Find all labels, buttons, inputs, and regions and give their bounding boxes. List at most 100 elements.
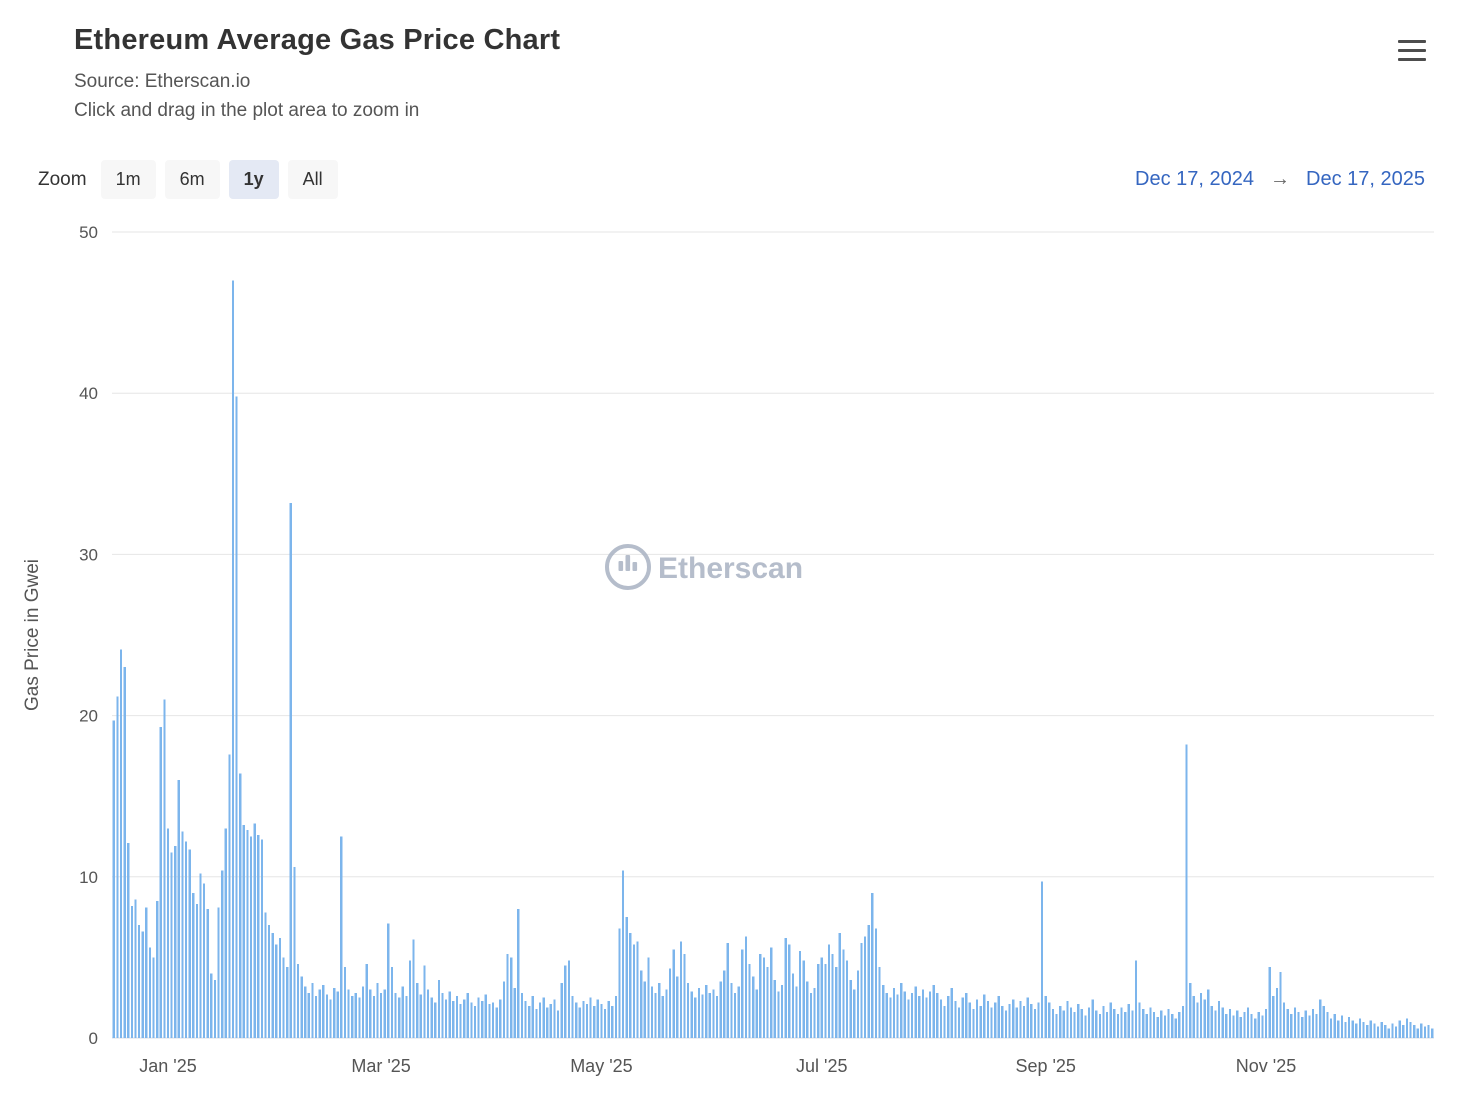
gas-price-bar[interactable] bbox=[166, 828, 170, 1038]
gas-price-bar[interactable] bbox=[524, 1000, 527, 1038]
gas-price-bar[interactable] bbox=[275, 944, 278, 1039]
gas-price-bar[interactable] bbox=[130, 905, 133, 1038]
gas-price-bar[interactable] bbox=[1181, 1005, 1185, 1038]
gas-price-bar[interactable] bbox=[473, 1005, 477, 1038]
gas-price-bar[interactable] bbox=[611, 1005, 614, 1038]
gas-price-bar[interactable] bbox=[986, 1000, 990, 1038]
gas-price-bar[interactable] bbox=[217, 907, 220, 1038]
gas-price-bar[interactable] bbox=[296, 963, 300, 1038]
gas-price-bar[interactable] bbox=[119, 649, 123, 1038]
gas-price-bar[interactable] bbox=[520, 992, 524, 1038]
gas-price-bar[interactable] bbox=[979, 1005, 982, 1038]
gas-price-bar[interactable] bbox=[383, 989, 386, 1038]
gas-price-bar[interactable] bbox=[697, 988, 701, 1038]
gas-price-bar[interactable] bbox=[231, 280, 235, 1038]
gas-price-bar[interactable] bbox=[748, 963, 751, 1038]
gas-price-bar[interactable] bbox=[1391, 1023, 1394, 1038]
gas-price-bar[interactable] bbox=[914, 986, 917, 1038]
gas-price-bar[interactable] bbox=[705, 984, 708, 1038]
zoom-button-1m[interactable]: 1m bbox=[100, 160, 156, 199]
gas-price-bar[interactable] bbox=[845, 960, 849, 1038]
gas-price-bar[interactable] bbox=[556, 1010, 560, 1038]
gas-price-bar[interactable] bbox=[625, 917, 628, 1038]
gas-price-bar[interactable] bbox=[318, 989, 321, 1038]
gas-price-bar[interactable] bbox=[856, 970, 859, 1038]
gas-price-bar[interactable] bbox=[1178, 1012, 1181, 1038]
gas-price-bar[interactable] bbox=[578, 1007, 581, 1038]
gas-price-bar[interactable] bbox=[1124, 1012, 1127, 1038]
gas-price-bar[interactable] bbox=[965, 992, 968, 1038]
gas-price-bar[interactable] bbox=[603, 1008, 607, 1038]
gas-price-bar[interactable] bbox=[239, 773, 242, 1038]
gas-price-bar[interactable] bbox=[369, 989, 372, 1038]
gas-price-bar[interactable] bbox=[647, 957, 650, 1038]
gas-price-bar[interactable] bbox=[1109, 1002, 1112, 1038]
gas-price-bar[interactable] bbox=[929, 991, 932, 1038]
gas-price-bar[interactable] bbox=[195, 904, 198, 1038]
gas-price-bar[interactable] bbox=[228, 754, 231, 1038]
gas-price-bar[interactable] bbox=[307, 992, 310, 1038]
gas-price-bar[interactable] bbox=[1051, 1008, 1055, 1038]
gas-price-bar[interactable] bbox=[788, 944, 791, 1039]
gas-price-bar[interactable] bbox=[1394, 1026, 1398, 1038]
gas-price-bar[interactable] bbox=[264, 912, 267, 1038]
gas-price-bar[interactable] bbox=[112, 720, 115, 1038]
gas-price-bar[interactable] bbox=[333, 988, 336, 1038]
gas-price-bar[interactable] bbox=[1152, 1012, 1156, 1038]
gas-price-bar[interactable] bbox=[1022, 1005, 1026, 1038]
gas-price-bar[interactable] bbox=[867, 925, 870, 1038]
gas-price-bar[interactable] bbox=[835, 967, 838, 1038]
gas-price-bar[interactable] bbox=[567, 960, 571, 1038]
gas-price-bar[interactable] bbox=[918, 996, 921, 1038]
gas-price-bar[interactable] bbox=[1297, 1012, 1300, 1038]
gas-price-bar[interactable] bbox=[1196, 1002, 1199, 1038]
gas-price-bar[interactable] bbox=[1239, 1017, 1242, 1038]
gas-price-bar[interactable] bbox=[463, 999, 466, 1038]
gas-price-bar[interactable] bbox=[676, 976, 679, 1038]
gas-price-bar[interactable] bbox=[412, 939, 415, 1038]
gas-price-bar[interactable] bbox=[546, 1007, 549, 1038]
gas-price-bar[interactable] bbox=[943, 1005, 946, 1038]
gas-price-bar[interactable] bbox=[423, 965, 426, 1038]
gas-price-bar[interactable] bbox=[1145, 1013, 1148, 1038]
gas-price-bar[interactable] bbox=[925, 997, 928, 1038]
gas-price-bar[interactable] bbox=[1062, 1010, 1065, 1038]
gas-price-bar[interactable] bbox=[202, 883, 206, 1038]
gas-price-bar[interactable] bbox=[123, 667, 126, 1038]
gas-price-bar[interactable] bbox=[900, 983, 903, 1038]
gas-price-bar[interactable] bbox=[773, 979, 776, 1038]
gas-price-bar[interactable] bbox=[430, 997, 433, 1038]
gas-price-bar[interactable] bbox=[600, 1004, 603, 1038]
gas-price-bar[interactable] bbox=[903, 991, 906, 1038]
gas-price-bar[interactable] bbox=[809, 992, 813, 1038]
gas-price-bar[interactable] bbox=[1416, 1028, 1419, 1038]
gas-price-bar[interactable] bbox=[1308, 1015, 1311, 1038]
gas-price-bar[interactable] bbox=[495, 1007, 498, 1038]
gas-price-bar[interactable] bbox=[1232, 1015, 1235, 1038]
gas-price-bar[interactable] bbox=[994, 1002, 997, 1038]
gas-price-bar[interactable] bbox=[1373, 1023, 1376, 1038]
gas-price-bar[interactable] bbox=[694, 997, 697, 1038]
gas-price-bar[interactable] bbox=[336, 991, 339, 1038]
gas-price-bar[interactable] bbox=[972, 1008, 975, 1038]
gas-price-bar[interactable] bbox=[1413, 1025, 1416, 1038]
gas-price-bar[interactable] bbox=[224, 828, 227, 1038]
gas-price-bar[interactable] bbox=[932, 984, 935, 1038]
gas-price-bar[interactable] bbox=[889, 997, 892, 1038]
gas-price-bar[interactable] bbox=[459, 1004, 462, 1038]
gas-price-bar[interactable] bbox=[470, 1002, 473, 1038]
gas-price-bar[interactable] bbox=[636, 941, 639, 1038]
gas-price-bar[interactable] bbox=[723, 970, 726, 1038]
gas-price-bar[interactable] bbox=[770, 947, 773, 1038]
gas-price-bar[interactable] bbox=[863, 936, 867, 1038]
gas-price-bar[interactable] bbox=[824, 963, 827, 1038]
gas-price-bar[interactable] bbox=[1366, 1025, 1369, 1038]
gas-price-bar[interactable] bbox=[210, 973, 213, 1038]
gas-price-bar[interactable] bbox=[831, 954, 834, 1038]
gas-price-bar[interactable] bbox=[405, 996, 408, 1038]
gas-price-bar[interactable] bbox=[282, 957, 285, 1038]
gas-price-bar[interactable] bbox=[643, 981, 646, 1038]
gas-price-bar[interactable] bbox=[542, 997, 545, 1038]
gas-price-bar[interactable] bbox=[1254, 1018, 1257, 1038]
gas-price-bar[interactable] bbox=[954, 1000, 957, 1038]
